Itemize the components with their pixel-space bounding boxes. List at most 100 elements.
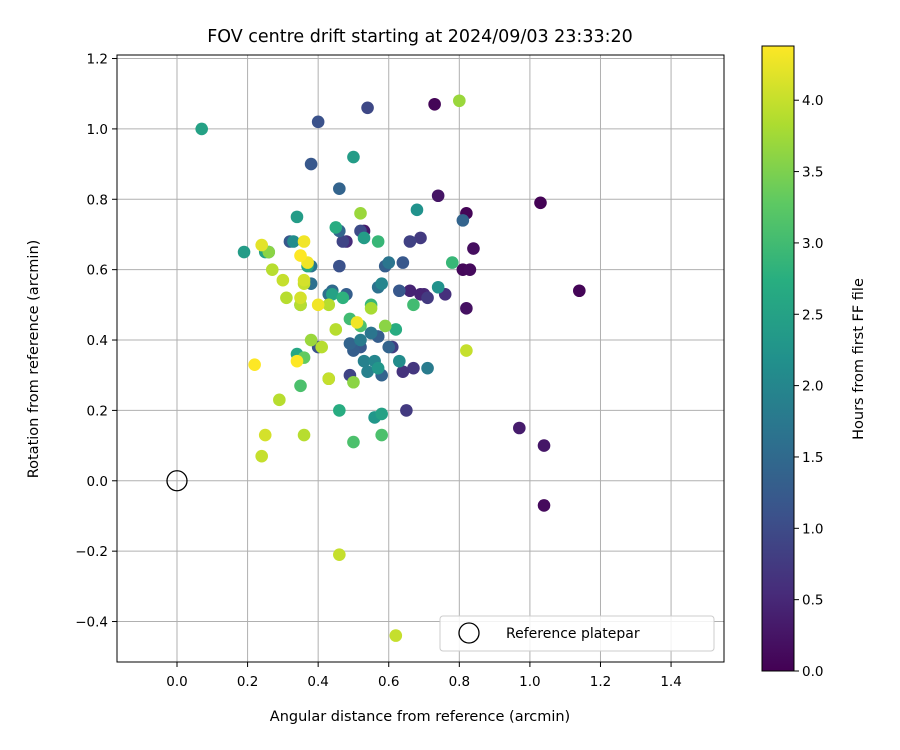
data-point <box>389 629 403 642</box>
colorbar-tick-label: 3.0 <box>802 236 823 252</box>
data-point <box>364 326 378 340</box>
data-point <box>421 361 434 375</box>
colorbar-label: Hours from first FF file <box>851 278 867 440</box>
data-point <box>361 101 374 115</box>
data-point <box>573 284 586 298</box>
data-point <box>375 407 388 421</box>
y-tick-label: 0.6 <box>87 263 108 279</box>
y-axis-ticks: −0.4 −0.2 0.0 0.2 0.4 0.6 0.8 1.0 1.2 <box>75 52 117 631</box>
data-point <box>431 280 445 294</box>
x-tick-label: 1.4 <box>660 674 681 690</box>
data-point <box>276 273 290 287</box>
colorbar-gradient <box>761 45 795 672</box>
data-point <box>357 231 371 245</box>
data-point <box>460 302 473 315</box>
data-point <box>389 323 403 336</box>
data-point <box>287 235 300 248</box>
data-point <box>354 207 367 220</box>
data-point <box>445 256 459 269</box>
x-tick-label: 0.6 <box>378 674 399 690</box>
x-tick-label: 0.4 <box>307 674 328 690</box>
colorbar: 0.0 0.5 1.0 1.5 2.0 2.5 3.0 3.5 4.0 Hours from f… <box>761 45 867 680</box>
colorbar-tick-label: 3.5 <box>802 165 823 181</box>
data-point <box>255 449 268 463</box>
data-point <box>347 150 360 164</box>
data-point <box>382 256 396 269</box>
data-point <box>347 375 360 389</box>
reference-point <box>166 470 188 492</box>
data-point <box>311 298 325 312</box>
data-point <box>237 245 251 259</box>
scatter-points <box>195 94 586 642</box>
y-tick-label: −0.4 <box>75 615 108 631</box>
x-tick-label: 0.2 <box>237 674 258 690</box>
data-point <box>325 287 339 301</box>
legend-box <box>439 615 715 652</box>
data-point <box>304 333 318 347</box>
x-tick-label: 1.2 <box>590 674 611 690</box>
data-point <box>248 358 261 371</box>
colorbar-tick-label: 2.0 <box>802 379 823 395</box>
data-point <box>347 435 360 449</box>
y-tick-label: 1.0 <box>87 122 108 138</box>
data-point <box>456 214 470 227</box>
data-point <box>322 298 336 312</box>
data-point <box>393 354 406 368</box>
data-point <box>329 323 343 336</box>
data-point <box>333 404 346 417</box>
data-point <box>336 291 350 305</box>
data-point <box>467 242 480 255</box>
data-point <box>280 291 293 305</box>
data-point <box>354 333 367 347</box>
data-point <box>294 249 307 262</box>
data-point <box>329 221 343 234</box>
data-point <box>375 277 388 291</box>
data-point <box>393 284 406 298</box>
x-tick-label: 1.0 <box>519 674 540 690</box>
legend-label: Reference platepar <box>506 626 640 642</box>
data-point <box>396 365 410 378</box>
grid-lines <box>117 55 724 662</box>
colorbar-ticks: 0.0 0.5 1.0 1.5 2.0 2.5 3.0 3.5 4.0 <box>794 93 823 680</box>
y-tick-label: 0.0 <box>87 474 108 490</box>
y-axis-label: Rotation from reference (arcmin) <box>26 240 42 479</box>
data-point <box>400 404 413 417</box>
data-point <box>463 263 477 276</box>
colorbar-tick-label: 0.5 <box>802 593 823 609</box>
data-point <box>297 273 311 287</box>
x-tick-label: 0.0 <box>166 674 187 690</box>
data-point <box>375 428 388 442</box>
chart-title: FOV centre drift starting at 2024/09/03 … <box>207 27 633 47</box>
data-point <box>265 263 279 276</box>
data-point <box>407 298 420 312</box>
data-point <box>410 203 424 217</box>
data-point <box>453 94 466 108</box>
data-point <box>407 361 420 375</box>
data-point <box>315 340 328 354</box>
data-point <box>343 337 357 350</box>
data-point <box>350 316 364 329</box>
colorbar-tick-label: 2.5 <box>802 307 823 323</box>
y-tick-label: −0.2 <box>75 544 108 560</box>
data-point <box>297 235 311 248</box>
y-tick-label: 0.2 <box>87 403 108 419</box>
data-point <box>258 428 272 442</box>
legend: Reference platepar <box>439 615 715 652</box>
data-point <box>195 122 208 136</box>
data-point <box>290 210 304 224</box>
data-point <box>333 182 346 196</box>
data-point <box>534 196 547 210</box>
data-point <box>537 499 551 512</box>
data-point <box>371 235 385 248</box>
data-point <box>333 548 346 561</box>
data-point <box>273 393 286 407</box>
plot-frame <box>116 54 725 663</box>
data-point <box>421 291 434 305</box>
data-point <box>297 428 311 442</box>
data-point <box>333 259 346 273</box>
data-point <box>428 97 441 111</box>
colorbar-tick-label: 0.0 <box>802 664 823 680</box>
colorbar-tick-label: 1.5 <box>802 450 823 466</box>
data-point <box>460 344 473 357</box>
data-point <box>513 421 526 435</box>
